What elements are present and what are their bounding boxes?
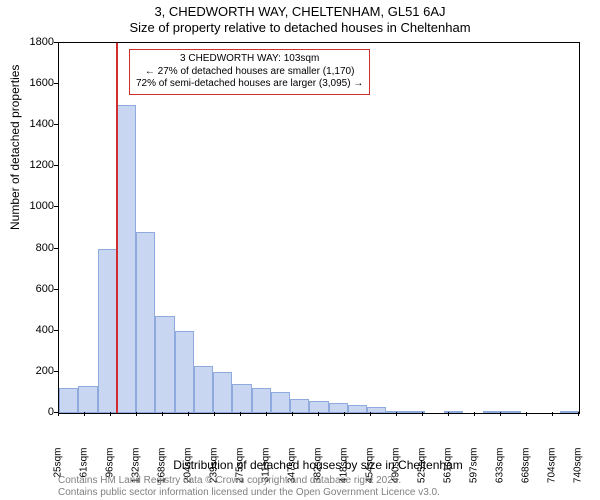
footer-line-1: Contains HM Land Registry data © Crown c… bbox=[58, 475, 401, 486]
histogram-bar bbox=[98, 249, 117, 413]
histogram-bar bbox=[290, 399, 309, 413]
histogram-bar bbox=[175, 331, 194, 413]
histogram-bar bbox=[232, 384, 251, 413]
y-axis-label: Number of detached properties bbox=[8, 65, 22, 230]
histogram-bar bbox=[348, 405, 367, 413]
x-tick-mark bbox=[370, 412, 371, 416]
histogram-bar bbox=[117, 105, 136, 413]
histogram-bar bbox=[502, 411, 521, 413]
histogram-bar bbox=[271, 392, 290, 413]
histogram-bar bbox=[213, 372, 232, 413]
property-marker-line bbox=[116, 43, 118, 413]
x-axis-label: Distribution of detached houses by size … bbox=[58, 458, 578, 472]
x-tick-mark bbox=[500, 412, 501, 416]
x-tick-mark bbox=[318, 412, 319, 416]
x-tick-mark bbox=[396, 412, 397, 416]
histogram-bar bbox=[252, 388, 271, 413]
chart-title-sub: Size of property relative to detached ho… bbox=[0, 20, 600, 35]
x-tick-mark bbox=[292, 412, 293, 416]
x-tick-mark bbox=[344, 412, 345, 416]
x-tick-mark bbox=[448, 412, 449, 416]
annotation-box: 3 CHEDWORTH WAY: 103sqm← 27% of detached… bbox=[129, 49, 370, 95]
histogram-bar bbox=[78, 386, 97, 413]
y-tick-label: 800 bbox=[36, 242, 54, 254]
x-tick-mark bbox=[474, 412, 475, 416]
x-tick-mark bbox=[84, 412, 85, 416]
footer-line-2: Contains public sector information licen… bbox=[58, 487, 440, 498]
chart-title-main: 3, CHEDWORTH WAY, CHELTENHAM, GL51 6AJ bbox=[0, 4, 600, 19]
y-tick-label: 1400 bbox=[30, 118, 54, 130]
x-tick-mark bbox=[188, 412, 189, 416]
x-tick-mark bbox=[58, 412, 59, 416]
histogram-bar bbox=[59, 388, 78, 413]
y-tick-label: 1000 bbox=[30, 200, 54, 212]
x-tick-mark bbox=[422, 412, 423, 416]
x-tick-mark bbox=[240, 412, 241, 416]
x-tick-mark bbox=[214, 412, 215, 416]
x-tick-mark bbox=[578, 412, 579, 416]
plot-area: 3 CHEDWORTH WAY: 103sqm← 27% of detached… bbox=[58, 42, 580, 414]
y-tick-label: 600 bbox=[36, 283, 54, 295]
y-tick-label: 200 bbox=[36, 365, 54, 377]
y-tick-label: 1200 bbox=[30, 159, 54, 171]
x-tick-mark bbox=[110, 412, 111, 416]
histogram-bar bbox=[136, 232, 155, 413]
x-tick-mark bbox=[162, 412, 163, 416]
x-tick-mark bbox=[136, 412, 137, 416]
x-tick-mark bbox=[526, 412, 527, 416]
y-tick-label: 1800 bbox=[30, 36, 54, 48]
histogram-bar bbox=[560, 411, 579, 413]
y-tick-label: 400 bbox=[36, 324, 54, 336]
x-tick-mark bbox=[552, 412, 553, 416]
x-tick-mark bbox=[266, 412, 267, 416]
histogram-bar bbox=[155, 316, 174, 413]
y-tick-label: 1600 bbox=[30, 77, 54, 89]
chart-container: 3, CHEDWORTH WAY, CHELTENHAM, GL51 6AJ S… bbox=[0, 0, 600, 500]
histogram-bar bbox=[194, 366, 213, 413]
